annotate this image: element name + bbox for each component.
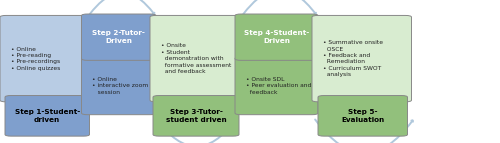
Text: Step 3-Tutor-
student driven: Step 3-Tutor- student driven	[166, 109, 226, 123]
FancyArrowPatch shape	[242, 0, 316, 15]
Text: Step 4-Student-
Driven: Step 4-Student- Driven	[244, 30, 309, 44]
FancyBboxPatch shape	[5, 96, 89, 136]
Text: Step 1-Student-
driven: Step 1-Student- driven	[14, 109, 80, 123]
FancyBboxPatch shape	[312, 15, 412, 102]
FancyBboxPatch shape	[153, 96, 239, 136]
FancyArrowPatch shape	[89, 0, 154, 15]
Text: • Onsite
• Student
  demonstration with
  formative assessment
  and feedback: • Onsite • Student demonstration with fo…	[161, 43, 232, 74]
Text: • Summative onsite
  OSCE
• Feedback and
  Remediation
• Curriculum SWOT
  analy: • Summative onsite OSCE • Feedback and R…	[323, 40, 383, 77]
FancyBboxPatch shape	[235, 57, 318, 115]
Text: Step 2-Tutor-
Driven: Step 2-Tutor- Driven	[92, 30, 145, 44]
Text: Step 5-
Evaluation: Step 5- Evaluation	[341, 109, 384, 123]
Text: • Online
• Pre-reading
• Pre-recordings
• Online quizzes: • Online • Pre-reading • Pre-recordings …	[11, 46, 60, 71]
FancyArrowPatch shape	[315, 120, 413, 143]
FancyBboxPatch shape	[82, 14, 156, 60]
Text: • Online
• interactive zoom
   session: • Online • interactive zoom session	[92, 77, 149, 95]
FancyBboxPatch shape	[235, 14, 318, 60]
FancyBboxPatch shape	[318, 96, 408, 136]
FancyBboxPatch shape	[150, 15, 241, 102]
FancyBboxPatch shape	[0, 15, 90, 102]
FancyBboxPatch shape	[82, 57, 156, 115]
Text: • Onsite SDL
• Peer evaluation and
  feedback: • Onsite SDL • Peer evaluation and feedb…	[246, 77, 312, 95]
FancyArrowPatch shape	[156, 120, 236, 143]
